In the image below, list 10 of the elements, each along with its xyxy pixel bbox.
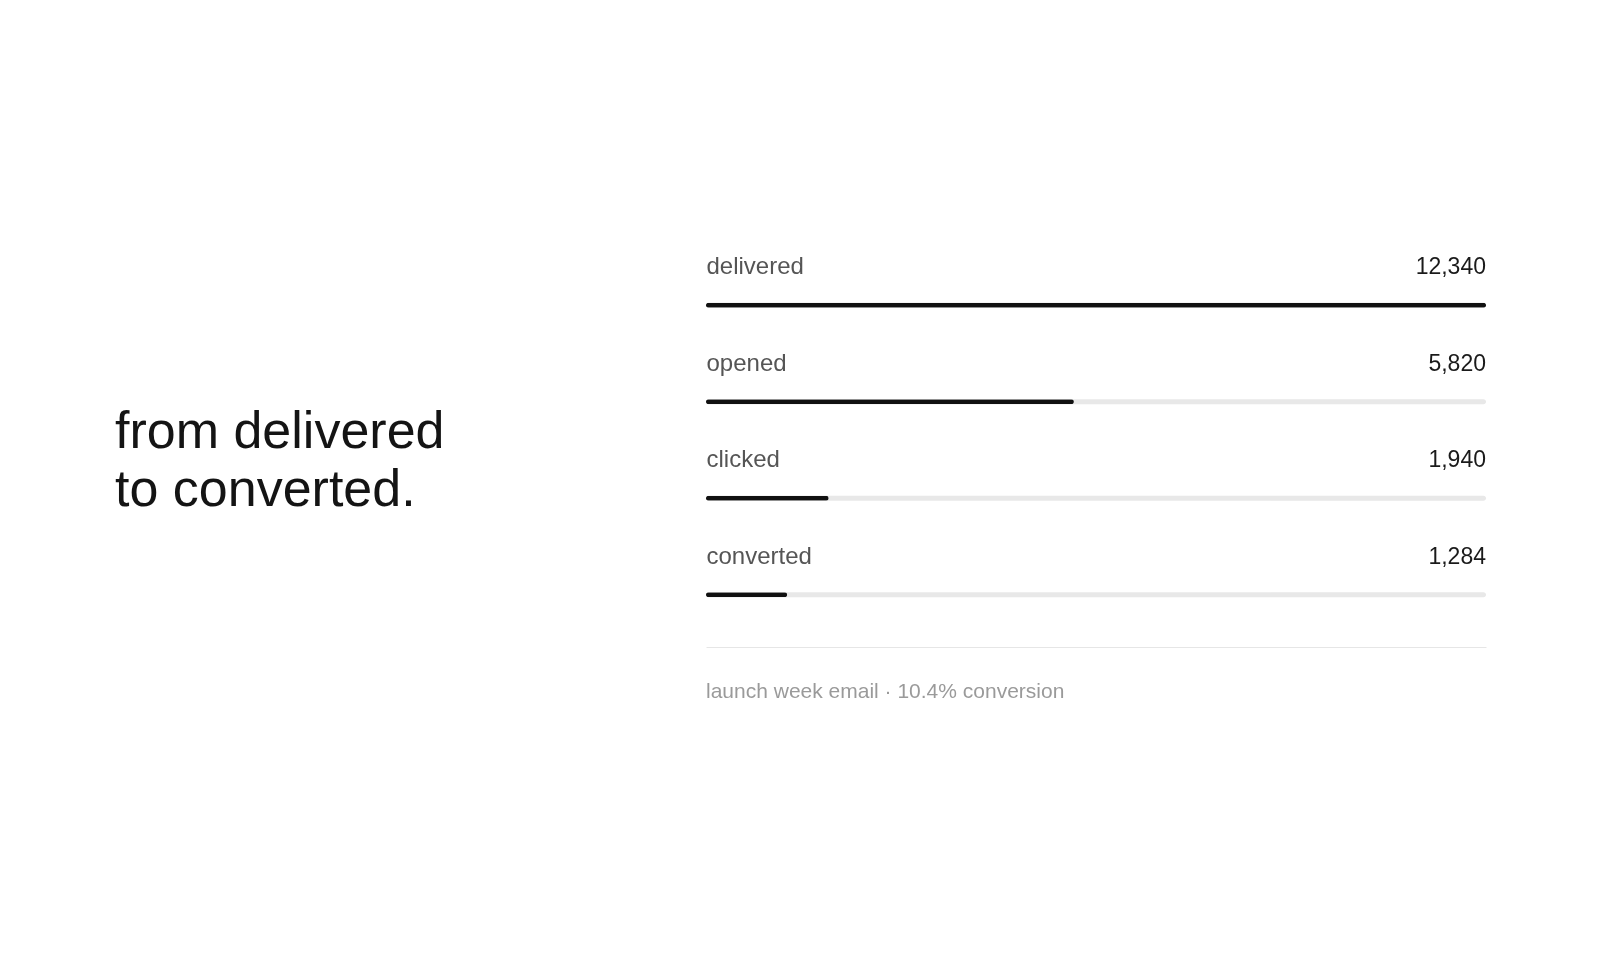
data-label: 12,340	[1415, 253, 1486, 280]
text: launch week email · 10.4% conversion	[706, 679, 1065, 702]
y-tick-label: converted	[706, 541, 812, 569]
text: from delivered to converted.	[115, 401, 445, 517]
y-tick-label: delivered	[706, 252, 804, 280]
data-label: 5,820	[1428, 349, 1486, 376]
data-label: 1,940	[1428, 446, 1486, 473]
y-tick-label: clicked	[706, 445, 780, 473]
y-tick-label: opened	[706, 348, 787, 376]
data-label: 1,284	[1428, 542, 1487, 569]
